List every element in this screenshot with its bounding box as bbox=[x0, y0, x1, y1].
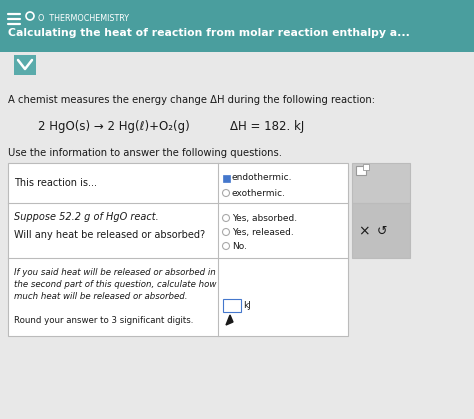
Polygon shape bbox=[226, 315, 233, 325]
Text: the second part of this question, calculate how: the second part of this question, calcul… bbox=[14, 280, 216, 289]
Text: If you said heat will be released or absorbed in: If you said heat will be released or abs… bbox=[14, 268, 216, 277]
Text: ΔH = 182. kJ: ΔH = 182. kJ bbox=[230, 120, 304, 133]
Text: Suppose 52.2 g of HgO react.: Suppose 52.2 g of HgO react. bbox=[14, 212, 159, 222]
Bar bbox=[356, 166, 366, 175]
Text: exothermic.: exothermic. bbox=[232, 189, 286, 197]
Text: kJ: kJ bbox=[243, 300, 251, 310]
Text: endothermic.: endothermic. bbox=[232, 173, 292, 183]
Text: Use the information to answer the following questions.: Use the information to answer the follow… bbox=[8, 148, 282, 158]
Bar bbox=[352, 163, 410, 203]
Text: A chemist measures the energy change ΔH during the following reaction:: A chemist measures the energy change ΔH … bbox=[8, 95, 375, 105]
Bar bbox=[223, 175, 230, 182]
Bar bbox=[223, 299, 241, 312]
Text: ×: × bbox=[358, 224, 370, 238]
Bar bbox=[14, 55, 36, 75]
Bar bbox=[8, 163, 348, 336]
Bar bbox=[0, 0, 474, 52]
Bar bbox=[363, 164, 369, 170]
Text: No.: No. bbox=[232, 241, 247, 251]
Text: ↺: ↺ bbox=[377, 225, 387, 238]
Text: Calculating the heat of reaction from molar reaction enthalpy a...: Calculating the heat of reaction from mo… bbox=[8, 28, 410, 38]
Text: O  THERMOCHEMISTRY: O THERMOCHEMISTRY bbox=[38, 14, 129, 23]
Text: much heat will be released or absorbed.: much heat will be released or absorbed. bbox=[14, 292, 188, 301]
Text: Yes, released.: Yes, released. bbox=[232, 228, 294, 236]
Text: Will any heat be released or absorbed?: Will any heat be released or absorbed? bbox=[14, 230, 205, 240]
Bar bbox=[352, 203, 410, 258]
Text: Yes, absorbed.: Yes, absorbed. bbox=[232, 214, 297, 222]
Text: This reaction is...: This reaction is... bbox=[14, 178, 97, 188]
Text: 2 HgO(s) → 2 Hg(ℓ)+O₂(g): 2 HgO(s) → 2 Hg(ℓ)+O₂(g) bbox=[38, 120, 190, 133]
Text: Round your answer to 3 significant digits.: Round your answer to 3 significant digit… bbox=[14, 316, 193, 325]
